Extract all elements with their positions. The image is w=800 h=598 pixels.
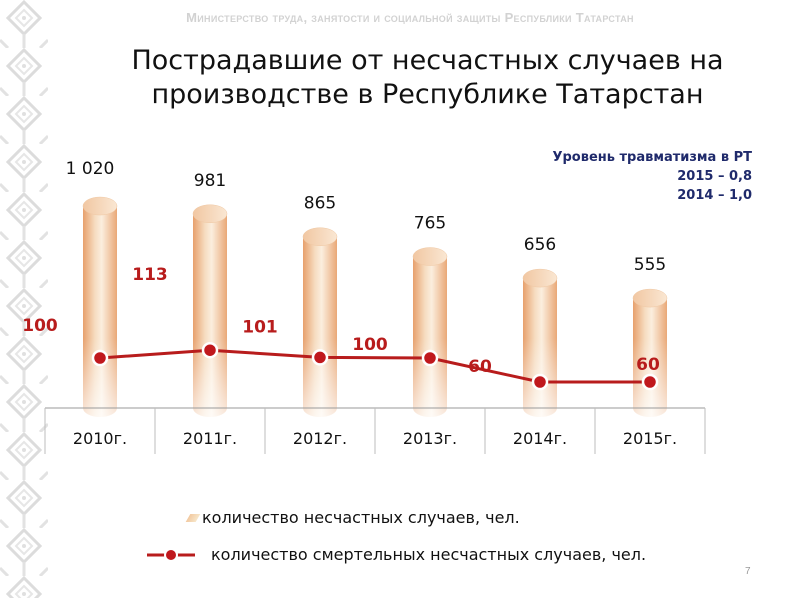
- decorative-ornament-border: [0, 0, 48, 598]
- fatal-point: [201, 341, 219, 359]
- legend-swatch-cylinder: [185, 513, 201, 522]
- bar-value-label: 555: [634, 255, 666, 275]
- bar-value-label: 656: [524, 235, 556, 255]
- line-layer: [91, 341, 659, 391]
- bar-cylinder: [412, 247, 448, 417]
- category-tick-label: 2014г.: [513, 429, 567, 448]
- bar-cylinder: [302, 227, 338, 417]
- page-number: 7: [745, 566, 751, 577]
- category-tick-label: 2011г.: [183, 429, 237, 448]
- fatal-point: [421, 349, 439, 367]
- legend-item-accidents: количество несчастных случаев, чел.: [185, 508, 520, 527]
- legend-swatch-line: [147, 547, 195, 562]
- bar-value-label: 981: [194, 171, 226, 191]
- category-axis: 2010г. 2011г. 2012г. 2013г. 2014г. 2015г.: [44, 407, 706, 454]
- bar-cylinder: [522, 268, 558, 417]
- bars-layer: [82, 196, 668, 417]
- category-tick-label: 2015г.: [623, 429, 677, 448]
- injury-rate-2015: 2015 – 0,8: [677, 169, 752, 184]
- fatal-value-label: 100: [352, 335, 388, 355]
- data-labels-layer: 1 020 981 865 765 656 555 100 113 101 100 60 60: [22, 159, 666, 377]
- bar-value-label: 765: [414, 214, 446, 234]
- bar-cylinder: [192, 204, 228, 417]
- bar-value-label: 1 020: [66, 159, 115, 179]
- fatal-point: [91, 349, 109, 367]
- fatal-value-label: 101: [242, 317, 278, 337]
- fatal-value-label: 100: [22, 316, 58, 336]
- fatal-series-line: [99, 348, 650, 384]
- category-tick-label: 2010г.: [73, 429, 127, 448]
- bar-cylinder: [82, 196, 118, 417]
- legend-item-fatal: количество смертельных несчастных случае…: [145, 545, 646, 564]
- injury-rate-title: Уровень травматизма в РТ: [552, 150, 752, 165]
- fatal-point: [531, 373, 549, 391]
- fatal-point: [641, 373, 659, 391]
- title-line-1: Пострадавшие от несчастных случаев на: [131, 45, 724, 76]
- fatal-value-label: 60: [468, 357, 492, 377]
- injury-rate-box: Уровень травматизма в РТ 2015 – 0,8 2014…: [552, 148, 752, 205]
- legend-label-fatal: количество смертельных несчастных случае…: [211, 545, 647, 564]
- fatal-value-label: 60: [636, 355, 660, 375]
- page-title: Пострадавшие от несчастных случаев на пр…: [60, 44, 795, 112]
- fatal-point: [311, 349, 329, 366]
- bar-cylinder: [632, 288, 668, 417]
- legend-label-accidents: количество несчастных случаев, чел.: [202, 508, 520, 527]
- bar-value-label: 865: [304, 194, 336, 214]
- fatal-value-label: 113: [132, 265, 168, 285]
- ministry-header: Министерство труда, занятости и социальн…: [186, 10, 634, 25]
- category-tick-label: 2013г.: [403, 429, 457, 448]
- category-tick-label: 2012г.: [293, 429, 347, 448]
- title-line-2: производстве в Республике Татарстан: [151, 79, 704, 110]
- injury-rate-2014: 2014 – 1,0: [677, 188, 752, 203]
